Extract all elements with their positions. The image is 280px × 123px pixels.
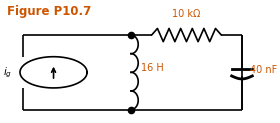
Text: 10 kΩ: 10 kΩ bbox=[172, 9, 201, 19]
Text: 16 H: 16 H bbox=[141, 62, 164, 73]
Text: $i_g$: $i_g$ bbox=[3, 65, 12, 80]
Text: Figure P10.7: Figure P10.7 bbox=[7, 5, 91, 18]
Text: 40 nF: 40 nF bbox=[250, 65, 277, 75]
